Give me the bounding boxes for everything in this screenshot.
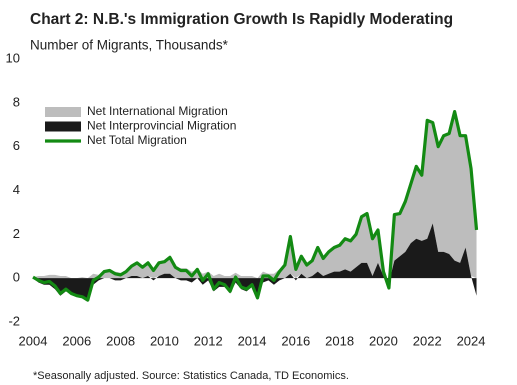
- chart-title: Chart 2: N.B.'s Immigration Growth Is Ra…: [30, 11, 453, 28]
- y-tick-label: 10: [6, 50, 20, 65]
- y-tick-label: 6: [13, 138, 20, 153]
- chart-note: *Seasonally adjusted. Source: Statistics…: [33, 370, 349, 382]
- x-tick-label: 2010: [150, 333, 179, 348]
- y-tick-label: -2: [8, 313, 20, 328]
- x-tick-label: 2004: [19, 333, 48, 348]
- x-tick-label: 2024: [457, 333, 486, 348]
- x-tick-label: 2016: [281, 333, 310, 348]
- y-tick-label: 0: [13, 270, 20, 285]
- x-tick-label: 2006: [62, 333, 91, 348]
- x-tick-label: 2008: [106, 333, 135, 348]
- y-tick-label: 4: [13, 182, 20, 197]
- legend-label: Net International Migration: [87, 104, 228, 118]
- x-tick-label: 2018: [325, 333, 354, 348]
- x-tick-label: 2012: [194, 333, 223, 348]
- y-tick-label: 8: [13, 94, 20, 109]
- legend-swatch: [45, 107, 81, 117]
- area: [33, 111, 477, 289]
- x-tick-label: 2020: [369, 333, 398, 348]
- y-tick-label: 2: [13, 226, 20, 241]
- x-tick-label: 2014: [238, 333, 267, 348]
- line: [32, 110, 479, 302]
- chart-subtitle: Number of Migrants, Thousands*: [30, 38, 229, 53]
- area: [33, 223, 477, 301]
- x-tick-label: 2022: [413, 333, 442, 348]
- legend-swatch: [45, 121, 81, 132]
- legend-label: Net Total Migration: [87, 133, 187, 147]
- legend-label: Net Interprovincial Migration: [87, 119, 236, 133]
